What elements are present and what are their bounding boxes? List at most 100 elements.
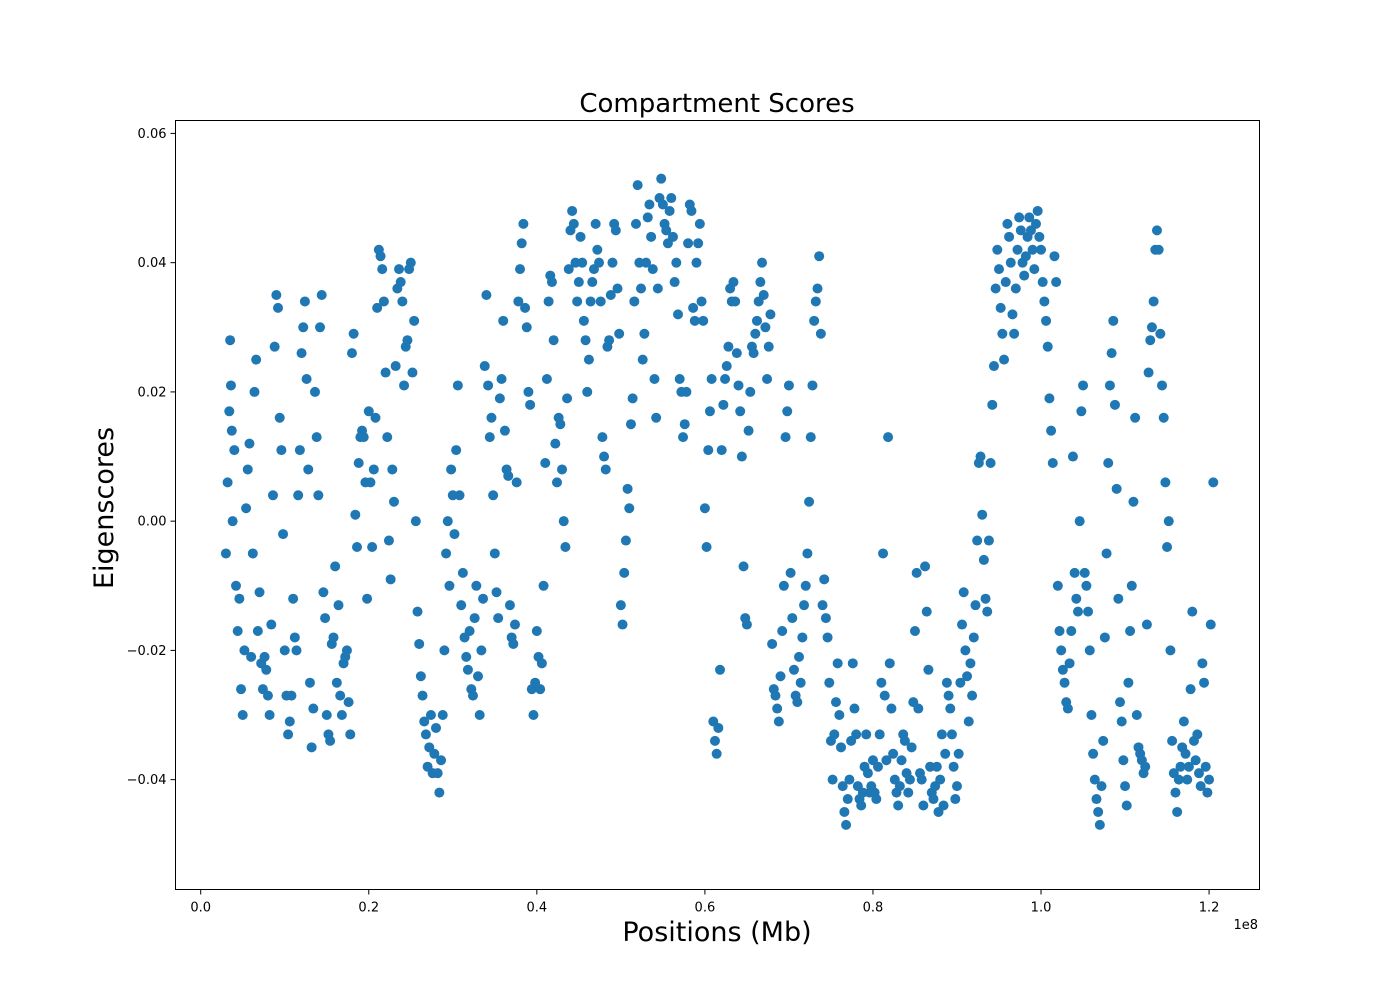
data-point <box>1067 451 1078 462</box>
data-point <box>1072 606 1083 617</box>
x-axis: 0.0 0.2 0.4 0.6 0.8 1.0 1.2 <box>190 889 1220 916</box>
data-point <box>1086 710 1097 721</box>
data-point <box>972 535 983 546</box>
data-point <box>985 458 996 468</box>
data-point <box>748 348 759 359</box>
data-point <box>881 755 892 766</box>
data-point <box>1130 412 1141 423</box>
data-point <box>622 483 633 494</box>
data-point <box>283 729 294 740</box>
data-point <box>1183 761 1194 772</box>
data-point <box>442 516 453 527</box>
data-point <box>321 710 332 721</box>
data-point <box>1066 626 1077 637</box>
data-point <box>491 587 502 598</box>
data-point <box>1054 626 1065 637</box>
data-point <box>1158 412 1169 423</box>
data-point <box>706 373 717 384</box>
data-point <box>765 309 776 320</box>
data-point <box>273 302 284 313</box>
data-points <box>220 173 1219 830</box>
data-point <box>388 496 399 507</box>
data-point <box>636 283 647 294</box>
data-point <box>1049 251 1060 262</box>
data-point <box>288 593 299 604</box>
data-point <box>777 626 788 637</box>
data-point <box>805 432 816 443</box>
data-point <box>299 296 310 307</box>
data-point <box>837 781 848 792</box>
data-point <box>691 257 702 268</box>
data-point <box>709 735 720 746</box>
data-point <box>1204 774 1215 785</box>
data-point <box>362 593 373 604</box>
data-point <box>259 651 270 662</box>
x-tick-label: 0.0 <box>190 901 211 916</box>
data-point <box>252 626 263 637</box>
data-point <box>594 257 605 268</box>
data-point <box>982 606 993 617</box>
data-point <box>758 289 769 300</box>
data-point <box>585 296 596 307</box>
data-point <box>681 386 692 397</box>
data-point <box>1192 729 1203 740</box>
data-point <box>693 238 704 249</box>
data-point <box>903 787 914 798</box>
data-point <box>543 296 554 307</box>
y-tick-label: −0.02 <box>127 644 167 659</box>
data-point <box>346 348 357 359</box>
data-point <box>1004 231 1015 242</box>
data-point <box>395 277 406 288</box>
y-axis-label: Eigenscores <box>89 427 120 589</box>
x-tick-label: 1.2 <box>1199 901 1220 916</box>
data-point <box>511 477 522 488</box>
data-point <box>1046 425 1057 436</box>
data-point <box>1182 774 1193 785</box>
data-point <box>894 781 905 792</box>
data-point <box>787 613 798 624</box>
data-point <box>1208 477 1219 488</box>
data-point <box>1083 606 1094 617</box>
data-point <box>723 341 734 352</box>
data-point <box>226 425 237 436</box>
data-point <box>812 283 823 294</box>
data-point <box>417 690 428 701</box>
data-point <box>457 567 468 578</box>
data-point <box>962 671 973 682</box>
data-point <box>874 729 885 740</box>
data-point <box>928 794 939 805</box>
data-point <box>335 690 346 701</box>
data-point <box>573 277 584 288</box>
data-point <box>454 490 465 501</box>
data-point <box>301 373 312 384</box>
data-point <box>471 580 482 591</box>
data-point <box>814 251 825 262</box>
x-tick-label: 0.6 <box>695 901 716 916</box>
data-point <box>266 619 277 630</box>
data-point <box>558 516 569 527</box>
data-point <box>1103 458 1114 468</box>
data-point <box>921 606 932 617</box>
data-point <box>568 218 579 229</box>
data-point <box>499 425 510 436</box>
data-point <box>841 819 852 830</box>
data-point <box>242 464 253 475</box>
data-point <box>625 419 636 430</box>
x-tick-label: 0.8 <box>863 901 884 916</box>
data-point <box>696 296 707 307</box>
data-point <box>274 412 285 423</box>
data-point <box>380 367 391 378</box>
data-point <box>968 632 979 643</box>
data-point <box>1113 593 1124 604</box>
data-point <box>419 716 430 727</box>
data-point <box>943 690 954 701</box>
data-point <box>1108 315 1119 326</box>
data-point <box>678 432 689 443</box>
data-point <box>936 729 947 740</box>
data-point <box>951 781 962 792</box>
data-point <box>651 412 662 423</box>
data-point <box>331 677 342 688</box>
data-point <box>755 277 766 288</box>
data-point <box>1071 593 1082 604</box>
data-point <box>436 755 447 766</box>
